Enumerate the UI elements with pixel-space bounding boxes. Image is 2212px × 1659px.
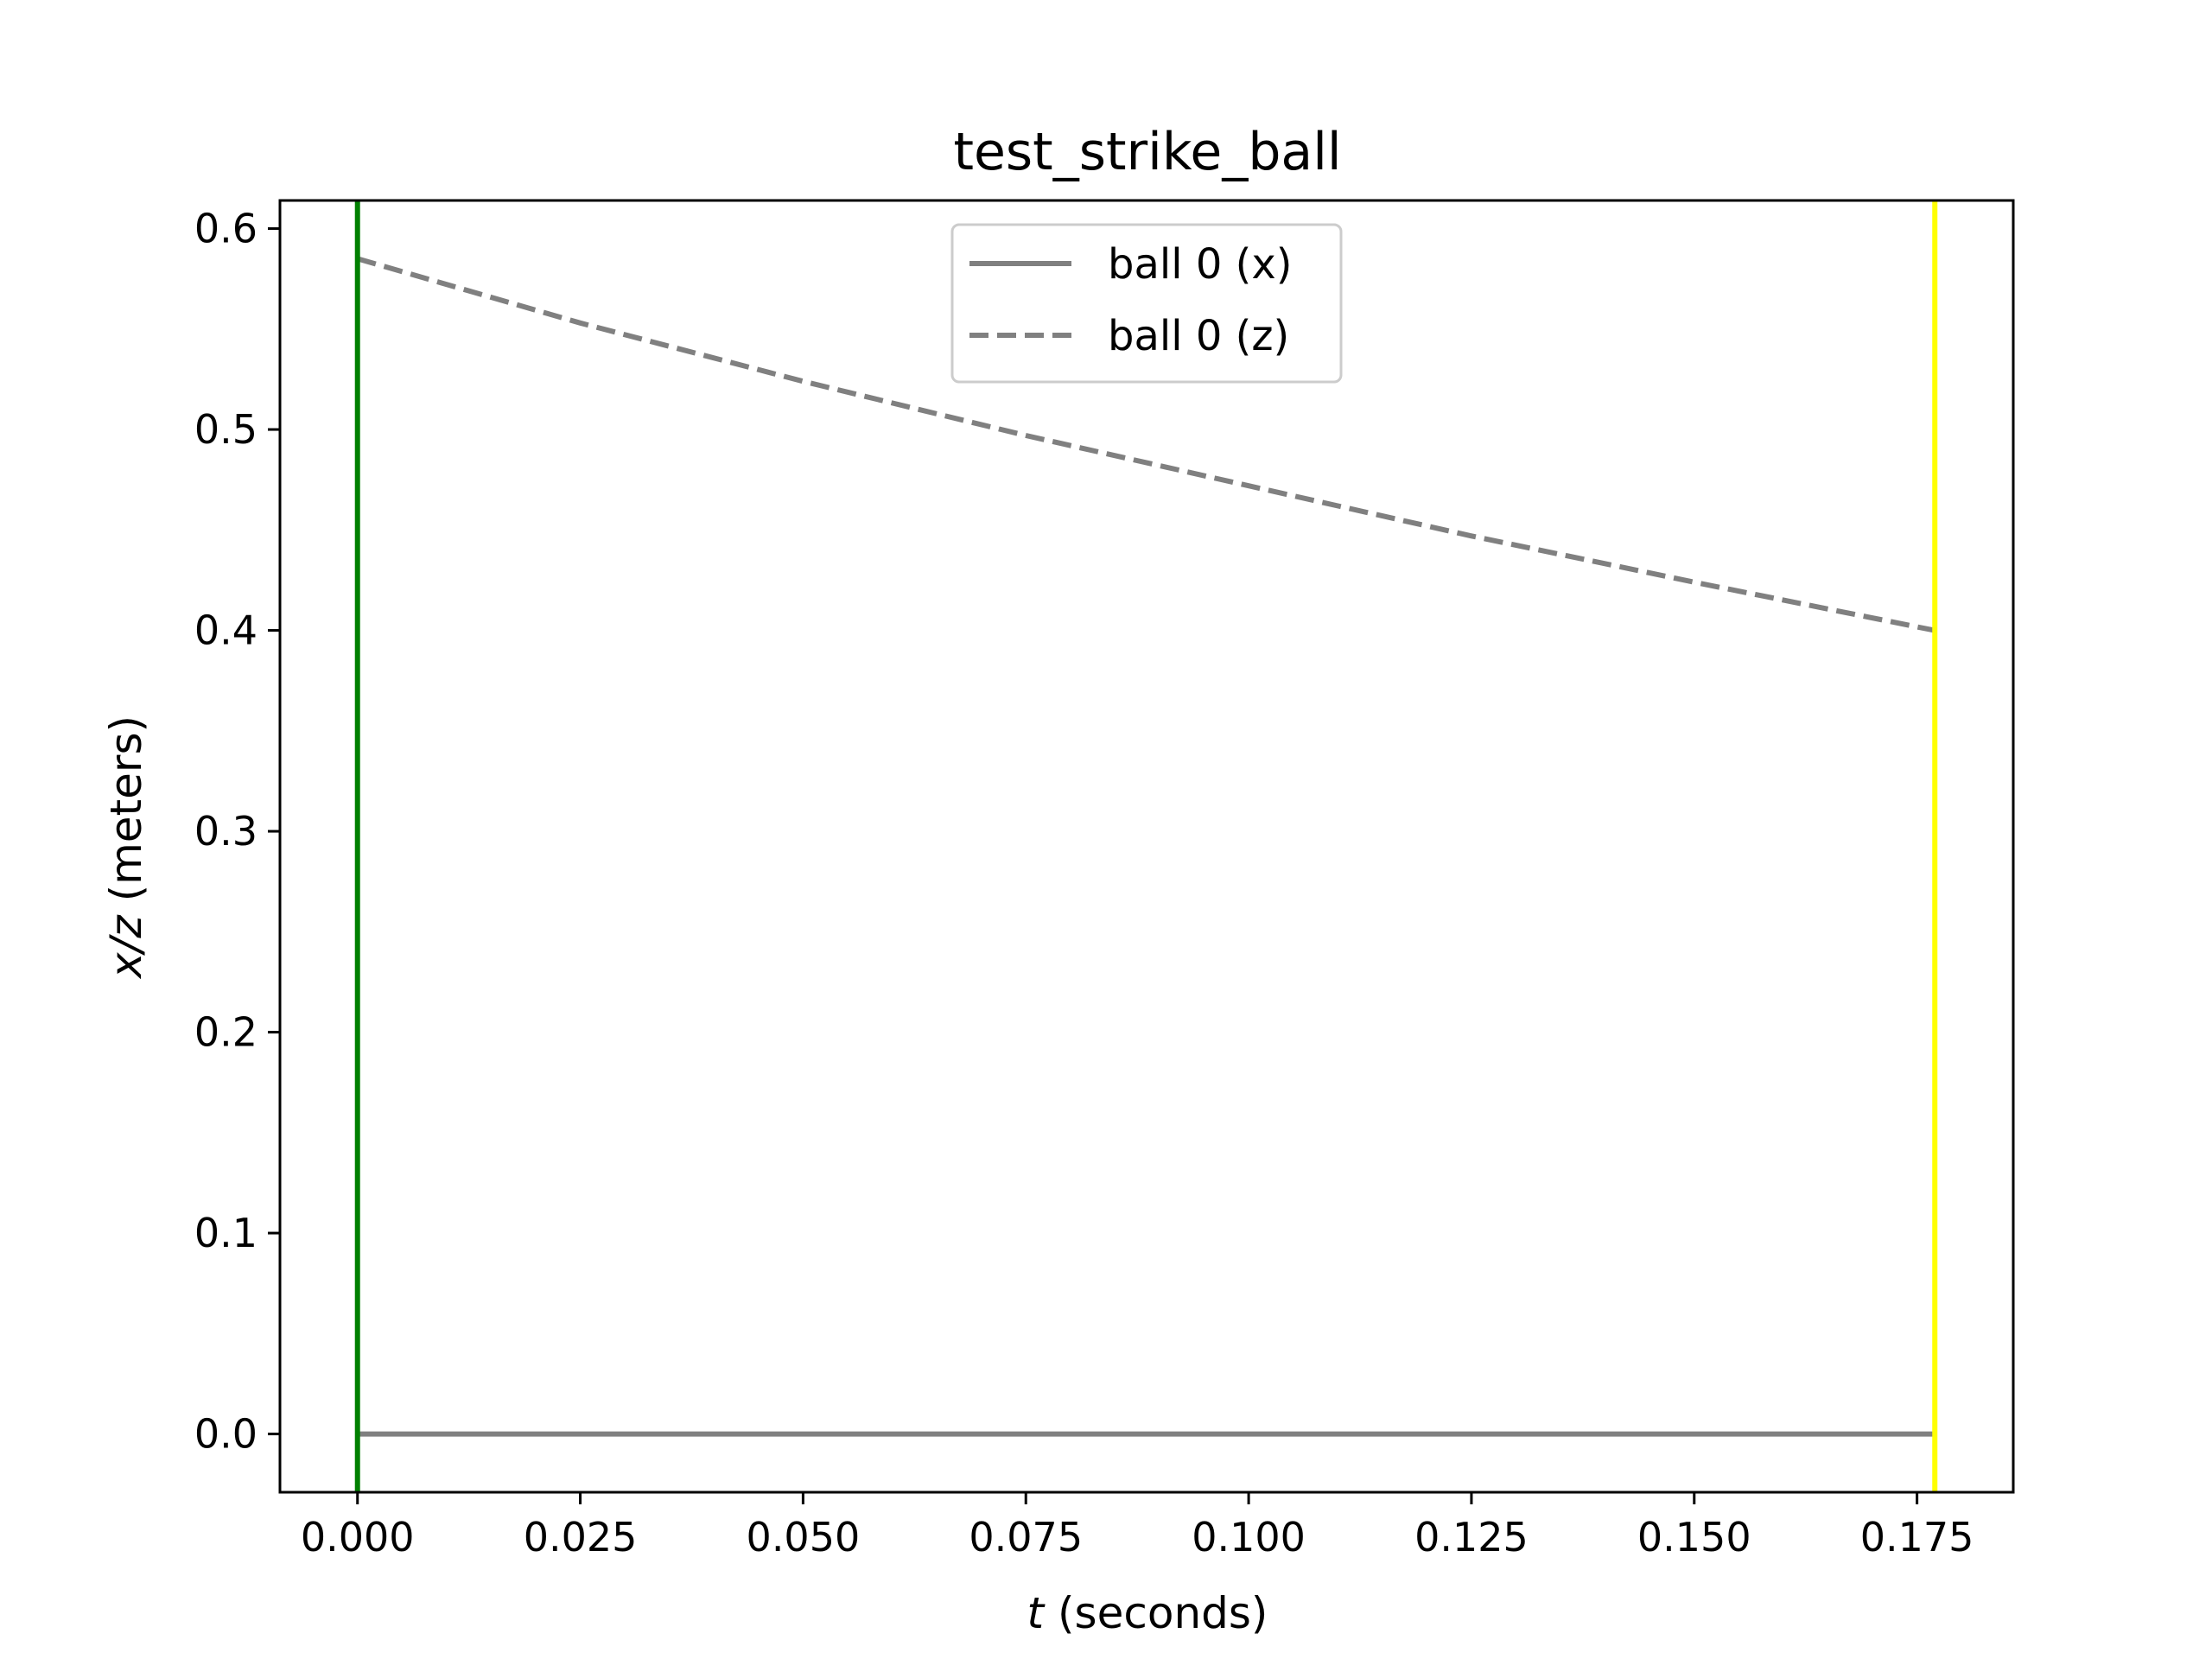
x-axis-label: t (seconds) xyxy=(1027,1588,1268,1638)
y-axis-label-var: x/z xyxy=(101,914,151,980)
y-tick-label: 0.0 xyxy=(194,1411,257,1458)
y-tick-label: 0.3 xyxy=(194,808,257,855)
x-tick-label: 0.175 xyxy=(1860,1514,1974,1560)
y-tick-label: 0.1 xyxy=(194,1210,257,1256)
x-tick-label: 0.050 xyxy=(747,1514,861,1560)
legend: ball 0 (x) ball 0 (z) xyxy=(950,223,1343,384)
x-axis-label-var: t xyxy=(1027,1588,1046,1638)
x-tick-label: 0.150 xyxy=(1637,1514,1751,1560)
x-tick-label: 0.100 xyxy=(1192,1514,1306,1560)
x-tick-label: 0.000 xyxy=(301,1514,415,1560)
axes-frame xyxy=(278,199,2015,1494)
y-tick-label: 0.5 xyxy=(194,406,257,453)
reference-lines xyxy=(354,200,1938,1492)
x-axis-label-unit: (seconds) xyxy=(1044,1588,1268,1638)
legend-label: ball 0 (z) xyxy=(1108,312,1289,360)
y-tick-label: 0.4 xyxy=(194,607,257,654)
axis-ticks: 0.000 0.025 0.050 0.075 0.100 0.125 0.150 0.175… xyxy=(194,206,1974,1560)
series-line-dashed xyxy=(356,256,1936,633)
x-tick-label: 0.075 xyxy=(969,1514,1083,1560)
y-axis-label: x/z (meters) xyxy=(101,715,151,980)
x-tick-label: 0.025 xyxy=(524,1514,638,1560)
plot-area xyxy=(356,256,1936,1437)
y-tick-label: 0.2 xyxy=(194,1009,257,1056)
y-axis-label-unit: (meters) xyxy=(101,715,151,915)
x-tick-label: 0.125 xyxy=(1414,1514,1529,1560)
chart-title: test_strike_ball xyxy=(953,122,1341,182)
legend-label: ball 0 (x) xyxy=(1108,240,1292,289)
y-tick-label: 0.6 xyxy=(194,206,257,252)
